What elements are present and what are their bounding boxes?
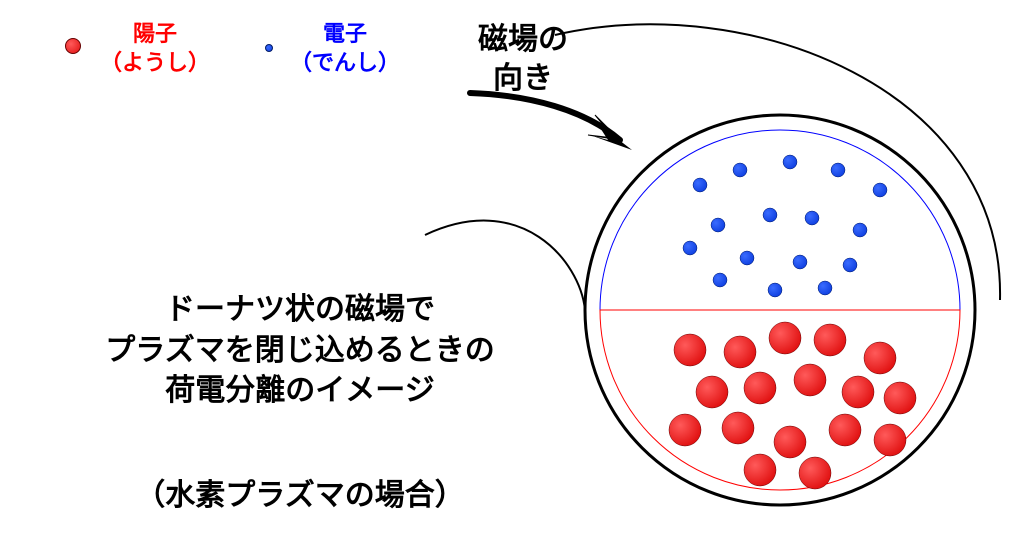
proton-particle — [794, 364, 826, 396]
electron-particle — [768, 283, 782, 297]
electron-particle — [733, 163, 747, 177]
electron-particle — [693, 178, 707, 192]
electron-particle — [683, 241, 697, 255]
electron-particle — [873, 183, 887, 197]
proton-particle — [864, 342, 896, 374]
proton-particle — [696, 376, 728, 408]
electron-particle — [831, 163, 845, 177]
magnetic-field-arrow — [470, 93, 620, 140]
field-line-upper — [555, 24, 1000, 300]
electron-particle — [711, 218, 725, 232]
proton-particle — [724, 336, 756, 368]
proton-particle — [769, 322, 801, 354]
proton-particle — [829, 414, 861, 446]
field-line-lower — [425, 221, 585, 310]
electron-particle — [713, 273, 727, 287]
electron-particle — [853, 223, 867, 237]
proton-particle — [669, 414, 701, 446]
upper-semicircle — [600, 130, 960, 310]
proton-particle — [744, 372, 776, 404]
proton-particle — [722, 412, 754, 444]
plasma-diagram — [0, 0, 1024, 556]
proton-particle — [884, 382, 916, 414]
proton-particle — [814, 324, 846, 356]
electron-particle — [843, 258, 857, 272]
electron-particle — [818, 281, 832, 295]
proton-particle — [744, 454, 776, 486]
electron-particle — [783, 155, 797, 169]
electron-particle — [740, 251, 754, 265]
proton-particle — [842, 376, 874, 408]
proton-particle — [774, 426, 806, 458]
proton-particle — [799, 457, 831, 489]
proton-particle — [674, 334, 706, 366]
electron-particle — [763, 208, 777, 222]
electron-particle — [793, 255, 807, 269]
proton-particle — [874, 424, 906, 456]
electron-particle — [805, 211, 819, 225]
